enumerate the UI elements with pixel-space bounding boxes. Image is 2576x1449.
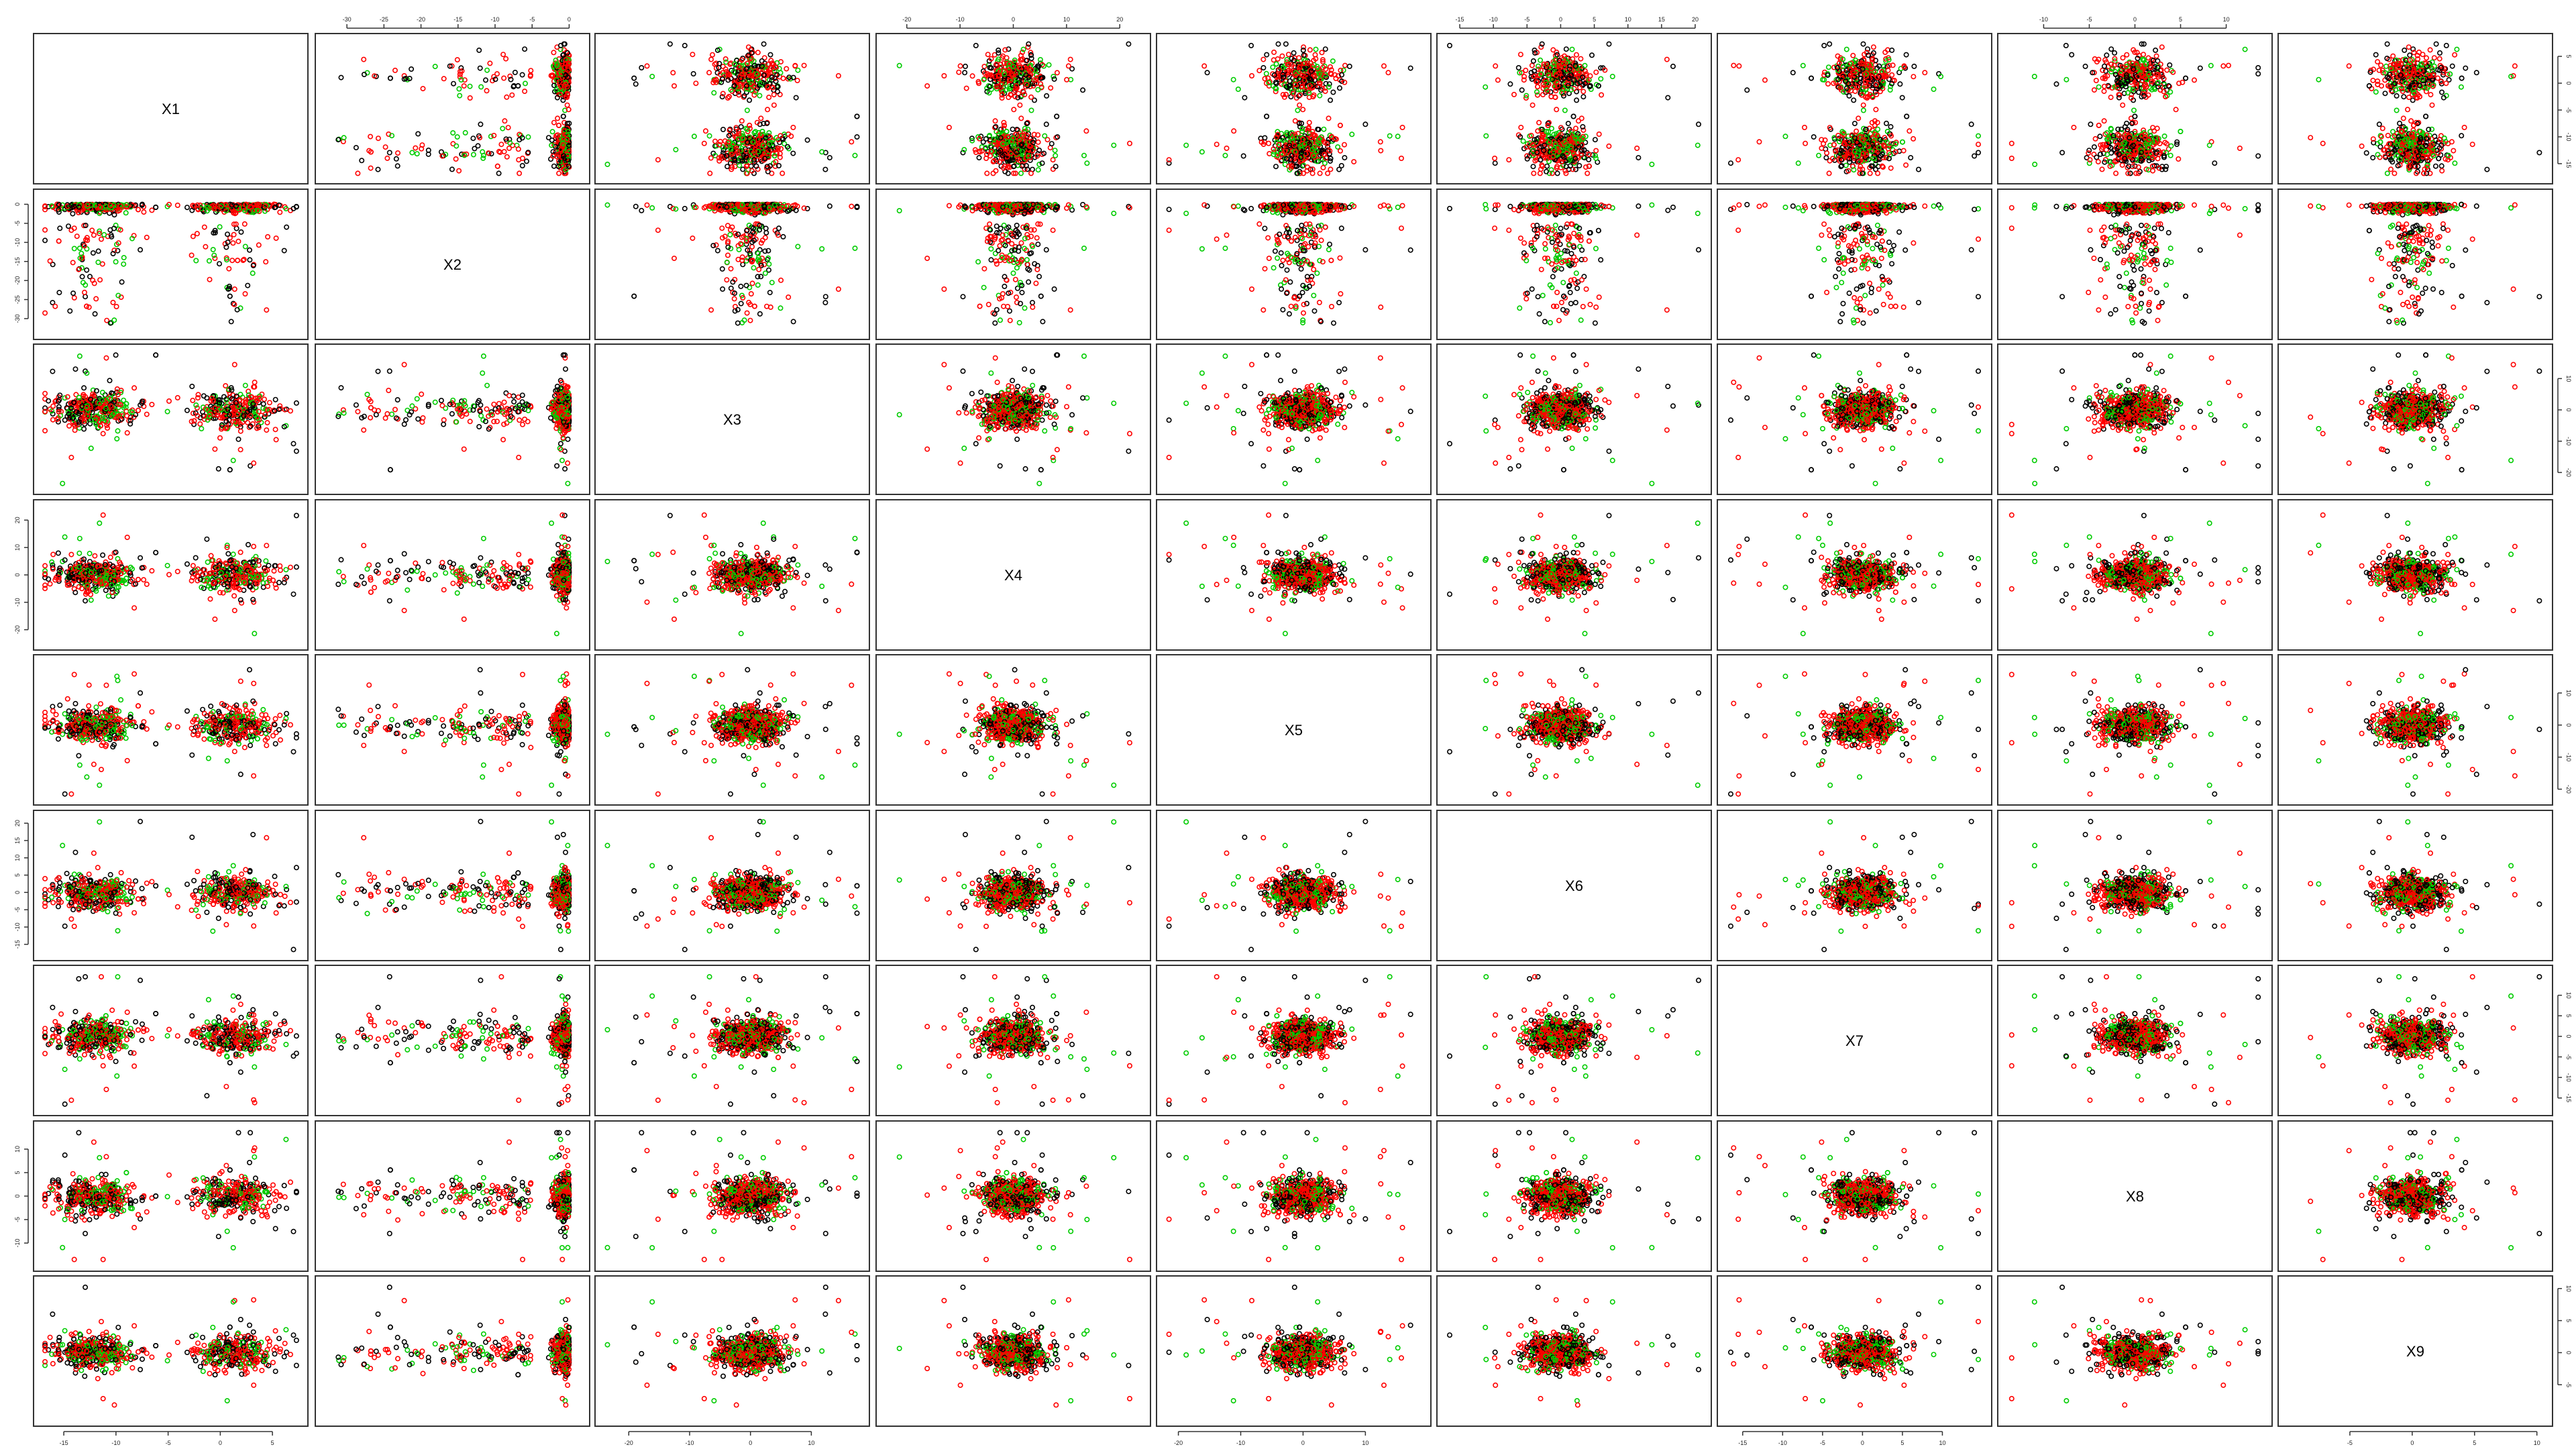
panel-frame (315, 34, 590, 184)
panel-X1-vs-X5 (1157, 34, 1431, 184)
variable-label-x1: X1 (162, 101, 180, 117)
panel-X1-vs-X2 (315, 34, 590, 184)
panel-X1-vs-X3 (595, 34, 869, 184)
panel-X1-vs-X4 (876, 34, 1150, 184)
panel-X1-vs-X1: X1 (34, 34, 308, 184)
panel-X1-vs-X6 (1437, 34, 1711, 184)
